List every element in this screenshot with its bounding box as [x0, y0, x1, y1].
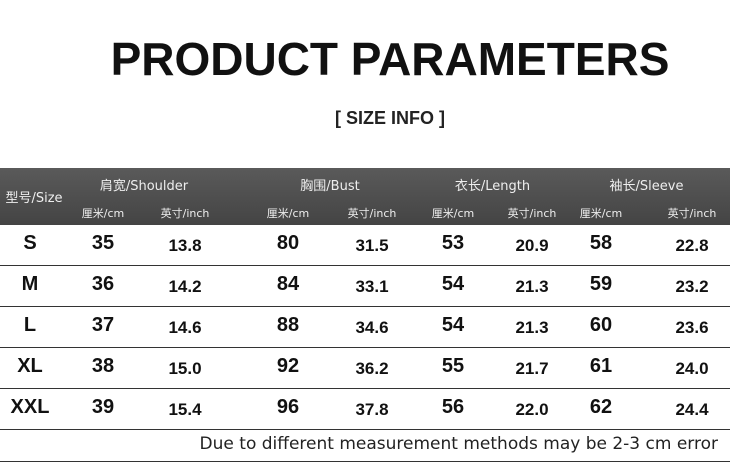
value-cell: 20.9: [515, 236, 549, 255]
footer-note: Due to different measurement methods may…: [199, 434, 718, 454]
value-cell: 88: [276, 314, 300, 336]
value-cell: 13.8: [168, 236, 202, 255]
value-cell: 24.0: [675, 359, 709, 378]
unit-header: 英寸/inch: [160, 207, 210, 220]
value-cell: 23.2: [675, 277, 709, 296]
value-cell: 31.5: [355, 236, 389, 255]
value-cell: 14.6: [168, 318, 202, 337]
unit-header: 英寸/inch: [667, 207, 717, 220]
unit-header: 厘米/cm: [431, 207, 475, 220]
rule: [0, 461, 730, 462]
value-cell: 56: [441, 396, 465, 418]
value-cell: 53: [441, 232, 465, 254]
value-cell: 37: [91, 314, 115, 336]
size-header: 型号/Size: [5, 191, 63, 206]
group-header: 肩宽/Shoulder: [99, 179, 189, 194]
value-cell: 37.8: [355, 400, 389, 419]
subtitle: [ SIZE INFO ]: [335, 108, 445, 128]
value-cell: 15.0: [168, 359, 202, 378]
value-cell: 36.2: [355, 359, 389, 378]
value-cell: 21.3: [515, 277, 549, 296]
unit-header: 厘米/cm: [266, 207, 310, 220]
table-header: [0, 168, 730, 225]
value-cell: 21.7: [515, 359, 549, 378]
value-cell: 33.1: [355, 277, 389, 296]
value-cell: 54: [441, 314, 465, 336]
title: PRODUCT PARAMETERS: [110, 33, 670, 85]
value-cell: 54: [441, 273, 465, 295]
group-header: 袖长/Sleeve: [609, 179, 684, 194]
value-cell: 22.0: [515, 400, 549, 419]
value-cell: 35: [91, 232, 115, 254]
value-cell: 14.2: [168, 277, 202, 296]
value-cell: 58: [589, 232, 613, 254]
group-header: 胸围/Bust: [300, 179, 360, 194]
unit-header: 厘米/cm: [579, 207, 623, 220]
value-cell: 92: [276, 355, 300, 377]
value-cell: 62: [589, 396, 613, 418]
value-cell: 34.6: [355, 318, 389, 337]
value-cell: 21.3: [515, 318, 549, 337]
value-cell: 60: [589, 314, 613, 336]
value-cell: 15.4: [168, 400, 202, 419]
value-cell: 38: [91, 355, 115, 377]
value-cell: 23.6: [675, 318, 709, 337]
value-cell: 84: [276, 273, 300, 295]
value-cell: 80: [276, 232, 300, 254]
value-cell: 22.8: [675, 236, 709, 255]
value-cell: 39: [91, 396, 115, 418]
unit-header: 英寸/inch: [347, 207, 397, 220]
value-cell: 24.4: [675, 400, 709, 419]
size-cell: XL: [17, 355, 43, 377]
unit-header: 厘米/cm: [81, 207, 125, 220]
size-cell: M: [21, 273, 39, 295]
value-cell: 96: [276, 396, 300, 418]
row-rule: [0, 347, 730, 348]
value-cell: 36: [91, 273, 115, 295]
row-rule: [0, 388, 730, 389]
group-header: 衣长/Length: [454, 179, 531, 194]
row-rule: [0, 306, 730, 307]
row-rule: [0, 429, 730, 430]
value-cell: 55: [441, 355, 465, 377]
size-cell: XXL: [10, 396, 50, 418]
row-rule: [0, 265, 730, 266]
size-cell: S: [23, 232, 37, 254]
unit-header: 英寸/inch: [507, 207, 557, 220]
size-cell: L: [23, 314, 37, 336]
value-cell: 59: [589, 273, 613, 295]
value-cell: 61: [589, 355, 613, 377]
